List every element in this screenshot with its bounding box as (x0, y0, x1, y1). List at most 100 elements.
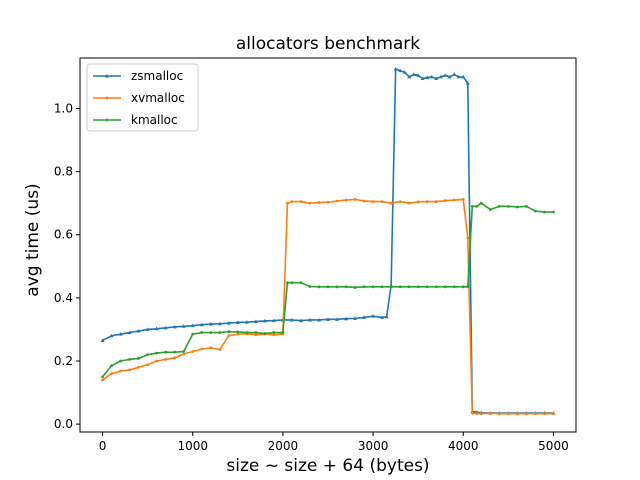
data-point-kmalloc (416, 285, 420, 289)
data-point-kmalloc (407, 285, 411, 289)
data-point-kmalloc (488, 208, 492, 211)
data-point-xvmalloc (416, 200, 420, 204)
data-point-xvmalloc (452, 198, 456, 202)
data-point-zsmalloc (380, 315, 385, 319)
data-point-zsmalloc (262, 318, 267, 323)
data-point-zsmalloc (452, 72, 457, 76)
data-point-kmalloc (299, 281, 303, 285)
series-kmalloc (101, 201, 555, 379)
x-tick-label: 1000 (177, 439, 208, 453)
data-point-xvmalloc (137, 365, 141, 369)
data-point-zsmalloc (100, 338, 105, 342)
data-point-zsmalloc (199, 322, 204, 327)
data-point-xvmalloc (479, 412, 483, 416)
data-point-zsmalloc (420, 76, 425, 81)
data-point-zsmalloc (217, 321, 222, 326)
data-point-xvmalloc (227, 334, 231, 338)
data-point-zsmalloc (438, 74, 443, 79)
data-point-kmalloc (443, 285, 447, 289)
data-point-zsmalloc (298, 318, 303, 323)
legend-label-kmalloc: kmalloc (131, 113, 178, 127)
data-point-xvmalloc (466, 236, 470, 240)
data-point-kmalloc (466, 285, 470, 289)
data-point-kmalloc (552, 210, 555, 214)
data-point-kmalloc (308, 285, 312, 288)
data-point-zsmalloc (190, 323, 195, 328)
data-point-xvmalloc (128, 368, 132, 372)
data-point-kmalloc (543, 210, 546, 214)
data-point-zsmalloc (145, 327, 150, 331)
y-tick-label: 0.8 (54, 165, 73, 179)
data-point-kmalloc (353, 286, 357, 289)
data-point-zsmalloc (371, 314, 376, 318)
data-point-kmalloc (146, 353, 150, 357)
data-point-xvmalloc (254, 333, 258, 337)
data-point-zsmalloc (181, 324, 186, 328)
legend-label-zsmalloc: zsmalloc (131, 69, 183, 83)
data-point-zsmalloc (307, 317, 312, 322)
data-point-xvmalloc (164, 358, 168, 361)
data-point-zsmalloc (289, 317, 294, 322)
data-point-xvmalloc (335, 199, 339, 203)
data-point-xvmalloc (236, 332, 240, 336)
data-point-kmalloc (173, 350, 177, 354)
data-point-xvmalloc (146, 363, 150, 367)
data-point-xvmalloc (506, 412, 510, 416)
data-point-xvmalloc (290, 200, 294, 204)
legend-marker (105, 96, 109, 100)
data-point-kmalloc (254, 331, 258, 334)
x-tick-label: 2000 (268, 439, 299, 453)
data-point-xvmalloc (308, 201, 312, 205)
data-point-xvmalloc (286, 201, 289, 205)
x-tick-label: 4000 (448, 439, 479, 453)
data-point-xvmalloc (155, 359, 159, 363)
data-point-xvmalloc (326, 200, 330, 204)
data-point-xvmalloc (182, 352, 186, 356)
data-point-xvmalloc (515, 412, 519, 416)
data-point-zsmalloc (316, 317, 321, 322)
data-point-xvmalloc (200, 347, 204, 351)
data-point-kmalloc (371, 285, 375, 289)
chart-title: allocators benchmark (236, 34, 420, 54)
data-point-kmalloc (475, 204, 479, 208)
data-point-kmalloc (236, 330, 240, 334)
data-point-kmalloc (286, 281, 289, 285)
x-tick-label: 0 (99, 439, 107, 453)
data-point-xvmalloc (317, 201, 321, 204)
data-point-zsmalloc (172, 324, 177, 329)
data-point-xvmalloc (173, 356, 177, 360)
data-point-xvmalloc (110, 372, 113, 376)
data-point-zsmalloc (244, 320, 249, 324)
data-point-kmalloc (290, 281, 294, 285)
data-point-zsmalloc (154, 326, 159, 331)
data-point-zsmalloc (402, 70, 407, 74)
data-point-xvmalloc (101, 378, 104, 382)
data-point-zsmalloc (127, 330, 132, 335)
data-point-zsmalloc (326, 317, 330, 321)
data-point-zsmalloc (118, 332, 123, 336)
x-tick-label: 3000 (358, 439, 389, 453)
legend-marker (105, 74, 109, 78)
data-point-zsmalloc (335, 317, 340, 321)
y-tick-label: 0.0 (54, 417, 73, 431)
data-point-zsmalloc (271, 318, 276, 323)
data-point-xvmalloc (525, 412, 528, 416)
data-point-zsmalloc (384, 314, 389, 319)
axes-frame (79, 57, 577, 433)
series-xvmalloc (101, 197, 555, 416)
data-point-xvmalloc (552, 412, 555, 416)
y-tick-label: 0.6 (54, 228, 73, 242)
data-point-xvmalloc (353, 197, 357, 201)
data-point-kmalloc (263, 332, 267, 335)
data-point-zsmalloc (407, 74, 412, 79)
data-point-xvmalloc (209, 346, 213, 350)
data-point-zsmalloc (353, 316, 358, 320)
data-point-kmalloc (218, 331, 222, 334)
data-point-xvmalloc (380, 200, 384, 204)
data-point-xvmalloc (389, 201, 393, 205)
y-axis-label: avg time (us) (23, 183, 43, 296)
data-point-kmalloc (479, 201, 483, 205)
data-point-zsmalloc (163, 325, 168, 330)
y-tick-label: 0.4 (54, 291, 73, 305)
